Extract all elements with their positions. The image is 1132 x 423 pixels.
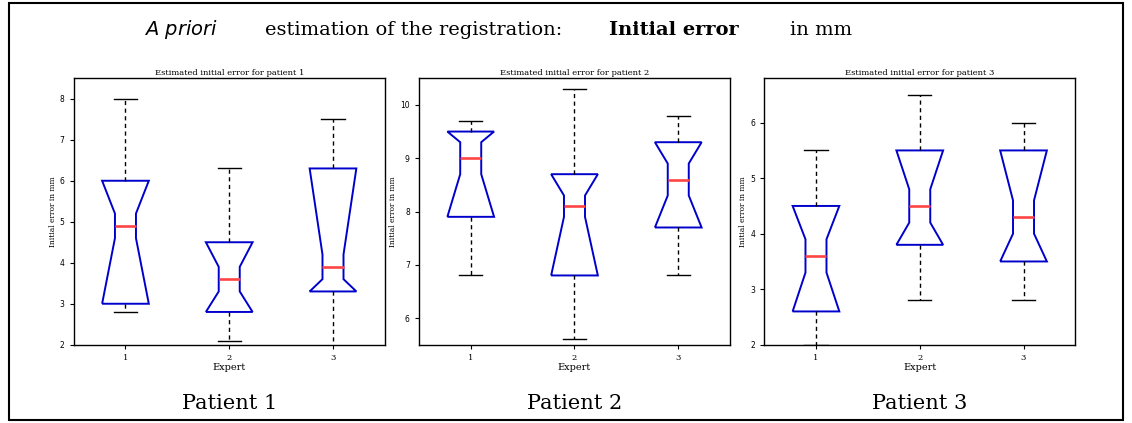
- Title: Estimated initial error for patient 3: Estimated initial error for patient 3: [846, 69, 994, 77]
- Text: Patient 2: Patient 2: [526, 395, 623, 413]
- Text: Patient 3: Patient 3: [872, 395, 968, 413]
- Y-axis label: Initial error in mm: Initial error in mm: [389, 176, 397, 247]
- X-axis label: Expert: Expert: [903, 363, 936, 372]
- Text: Patient 1: Patient 1: [181, 395, 277, 413]
- Y-axis label: Initial error in mm: Initial error in mm: [49, 176, 57, 247]
- Text: estimation of the registration:: estimation of the registration:: [265, 21, 561, 38]
- Text: in mm: in mm: [790, 21, 851, 38]
- Title: Estimated initial error for patient 1: Estimated initial error for patient 1: [155, 69, 303, 77]
- X-axis label: Expert: Expert: [213, 363, 246, 372]
- Text: $\mathit{A\ priori}$: $\mathit{A\ priori}$: [144, 18, 218, 41]
- Text: Initial error: Initial error: [609, 21, 738, 38]
- Y-axis label: Initial error in mm: Initial error in mm: [739, 176, 747, 247]
- Title: Estimated initial error for patient 2: Estimated initial error for patient 2: [500, 69, 649, 77]
- X-axis label: Expert: Expert: [558, 363, 591, 372]
